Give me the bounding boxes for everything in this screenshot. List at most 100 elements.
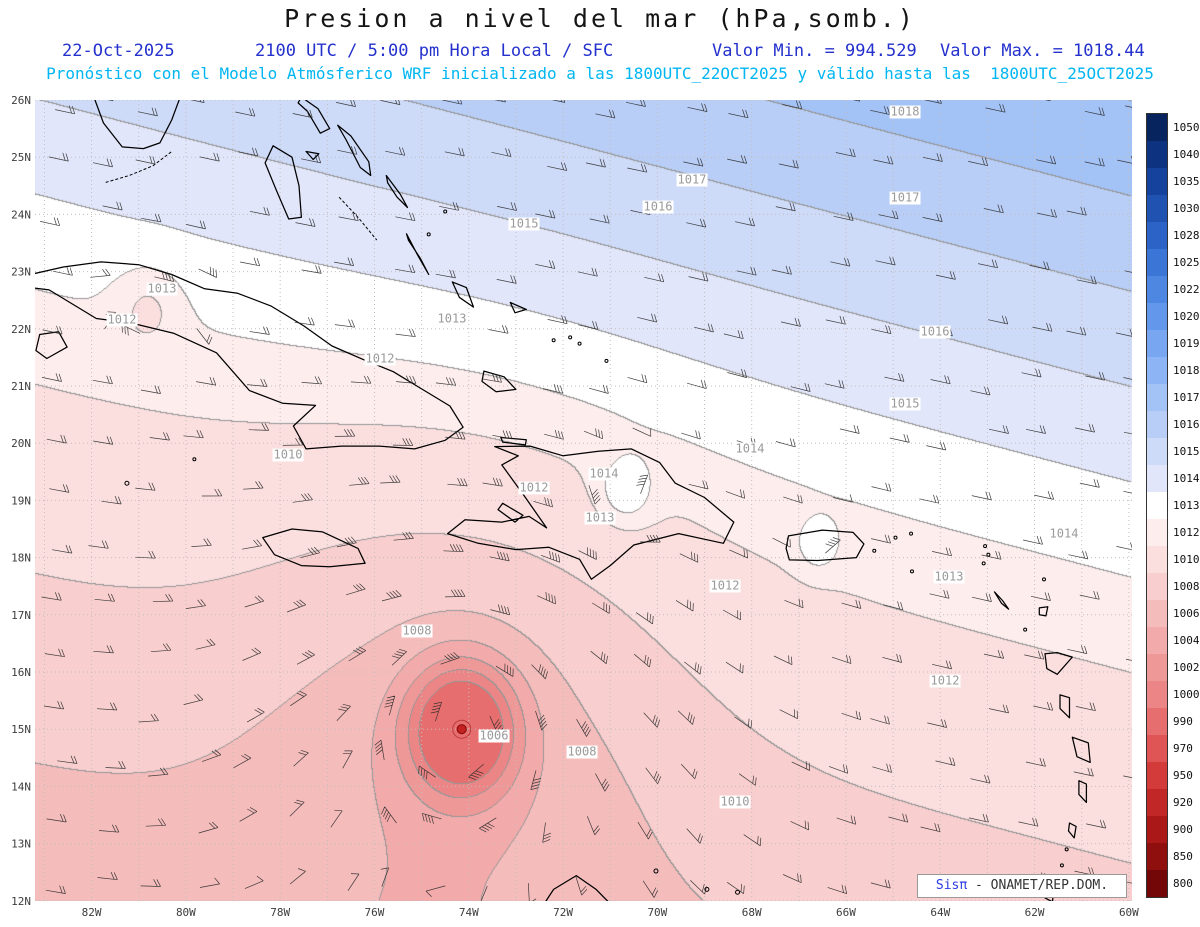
lon-tick-label: 68W <box>742 906 762 919</box>
colorbar-value-label: 1014 <box>1173 472 1200 485</box>
colorbar-cell <box>1147 708 1167 735</box>
colorbar-cell <box>1147 843 1167 870</box>
colorbar-value-label: 1004 <box>1173 634 1200 647</box>
colorbar-cell <box>1147 465 1167 492</box>
colorbar-cell <box>1147 492 1167 519</box>
chart-title: Presion a nivel del mar (hPa,somb.) <box>284 4 916 33</box>
lon-tick-label: 76W <box>365 906 385 919</box>
lon-axis-labels: 82W 80W 78W 76W 74W 72W 70W 68W 66W 64W 62W 60W <box>82 906 1140 919</box>
colorbar-value-label: 1022 <box>1173 283 1200 296</box>
lon-tick-label: 62W <box>1025 906 1045 919</box>
valid-time-label: 2100 UTC / 5:00 pm Hora Local / SFC <box>255 41 614 61</box>
colorbar-value-label: 1010 <box>1173 553 1200 566</box>
lat-tick-label: 13N <box>11 838 31 851</box>
colorbar-value-label: 1025 <box>1173 256 1200 269</box>
colorbar-cell <box>1147 870 1167 897</box>
colorbar-cell <box>1147 357 1167 384</box>
lon-tick-label: 74W <box>459 906 479 919</box>
colorbar-cell <box>1147 600 1167 627</box>
lat-tick-label: 16N <box>11 666 31 679</box>
colorbar-cell <box>1147 762 1167 789</box>
lat-tick-label: 14N <box>11 780 31 793</box>
colorbar-value-label: 800 <box>1173 877 1193 890</box>
colorbar-value-label: 1012 <box>1173 526 1200 539</box>
colorbar-cell <box>1147 249 1167 276</box>
colorbar-value-label: 1020 <box>1173 310 1200 323</box>
colorbar-value-label: 1018 <box>1173 364 1200 377</box>
grid-lines <box>35 100 1132 901</box>
colorbar-value-label: 850 <box>1173 850 1193 863</box>
colorbar-value-label: 920 <box>1173 796 1193 809</box>
colorbar-cell <box>1147 438 1167 465</box>
lon-tick-label: 66W <box>836 906 856 919</box>
colorbar-value-label: 1002 <box>1173 661 1200 674</box>
colorbar-cell <box>1147 627 1167 654</box>
colorbar-value-label: 1016 <box>1173 418 1200 431</box>
colorbar-cell <box>1147 519 1167 546</box>
watermark-suffix: - ONAMET/REP.DOM. <box>967 878 1109 893</box>
colorbar-cell <box>1147 114 1167 141</box>
lon-tick-label: 72W <box>553 906 573 919</box>
colorbar-cell <box>1147 276 1167 303</box>
low-pressure-center-icon <box>452 719 472 739</box>
lat-tick-label: 17N <box>11 609 31 622</box>
lat-tick-label: 22N <box>11 323 31 336</box>
colorbar-cell <box>1147 411 1167 438</box>
colorbar-value-label: 1015 <box>1173 445 1200 458</box>
colorbar-cell <box>1147 681 1167 708</box>
lon-tick-label: 82W <box>82 906 102 919</box>
colorbar-value-label: 1008 <box>1173 580 1200 593</box>
colorbar-cell <box>1147 789 1167 816</box>
colorbar-value-label: 1000 <box>1173 688 1200 701</box>
lat-tick-label: 12N <box>11 895 31 908</box>
colorbar-value-label: 1035 <box>1173 175 1200 188</box>
coastlines <box>35 100 1091 901</box>
lon-tick-label: 78W <box>270 906 290 919</box>
colorbar-cell <box>1147 222 1167 249</box>
lat-tick-label: 24N <box>11 208 31 221</box>
lat-tick-label: 26N <box>11 94 31 107</box>
lon-tick-label: 64W <box>930 906 950 919</box>
lat-tick-label: 20N <box>11 437 31 450</box>
lon-tick-label: 80W <box>176 906 196 919</box>
colorbar-value-label: 1017 <box>1173 391 1200 404</box>
lat-axis-labels: 26N 25N 24N 23N 22N 21N 20N 19N 18N 17N 16N 15N 14N 1… <box>11 94 31 908</box>
lat-tick-label: 18N <box>11 552 31 565</box>
colorbar-cell <box>1147 384 1167 411</box>
colorbar-cell <box>1147 654 1167 681</box>
colorbar-cell <box>1147 168 1167 195</box>
colorbar-value-label: 1019 <box>1173 337 1200 350</box>
colorbar-cell <box>1147 141 1167 168</box>
lon-tick-label: 60W <box>1119 906 1139 919</box>
model-info-label: Pronóstico con el Modelo Atmósferico WRF… <box>46 64 1154 83</box>
colorbar-cell <box>1147 546 1167 573</box>
lat-tick-label: 21N <box>11 380 31 393</box>
colorbar-value-label: 900 <box>1173 823 1193 836</box>
watermark-box: Sisπ - ONAMET/REP.DOM. <box>917 874 1127 898</box>
date-label: 22-Oct-2025 <box>62 41 175 61</box>
colorbar-cell <box>1147 195 1167 222</box>
colorbar-value-label: 1040 <box>1173 148 1200 161</box>
lat-tick-label: 15N <box>11 723 31 736</box>
colorbar-cell <box>1147 303 1167 330</box>
colorbar-cell <box>1147 735 1167 762</box>
colorbar-value-label: 1013 <box>1173 499 1200 512</box>
watermark-brand: Sisπ <box>935 878 968 893</box>
lon-tick-label: 70W <box>647 906 667 919</box>
lat-tick-label: 19N <box>11 494 31 507</box>
colorbar-cell <box>1147 330 1167 357</box>
max-value-label: Valor Max. = 1018.44 <box>940 41 1145 61</box>
lat-tick-label: 23N <box>11 266 31 279</box>
colorbar-cell <box>1147 816 1167 843</box>
colorbar-cells <box>1146 113 1168 898</box>
colorbar: 1050 1040 1035 1030 1028 1025 1022 1020 1019 1018… <box>1146 113 1200 903</box>
colorbar-value-label: 1006 <box>1173 607 1200 620</box>
colorbar-value-label: 970 <box>1173 742 1193 755</box>
colorbar-value-label: 1030 <box>1173 202 1200 215</box>
colorbar-value-label: 950 <box>1173 769 1193 782</box>
colorbar-value-label: 1050 <box>1173 121 1200 134</box>
min-value-label: Valor Min. = 994.529 <box>712 41 917 61</box>
colorbar-value-label: 1028 <box>1173 229 1200 242</box>
